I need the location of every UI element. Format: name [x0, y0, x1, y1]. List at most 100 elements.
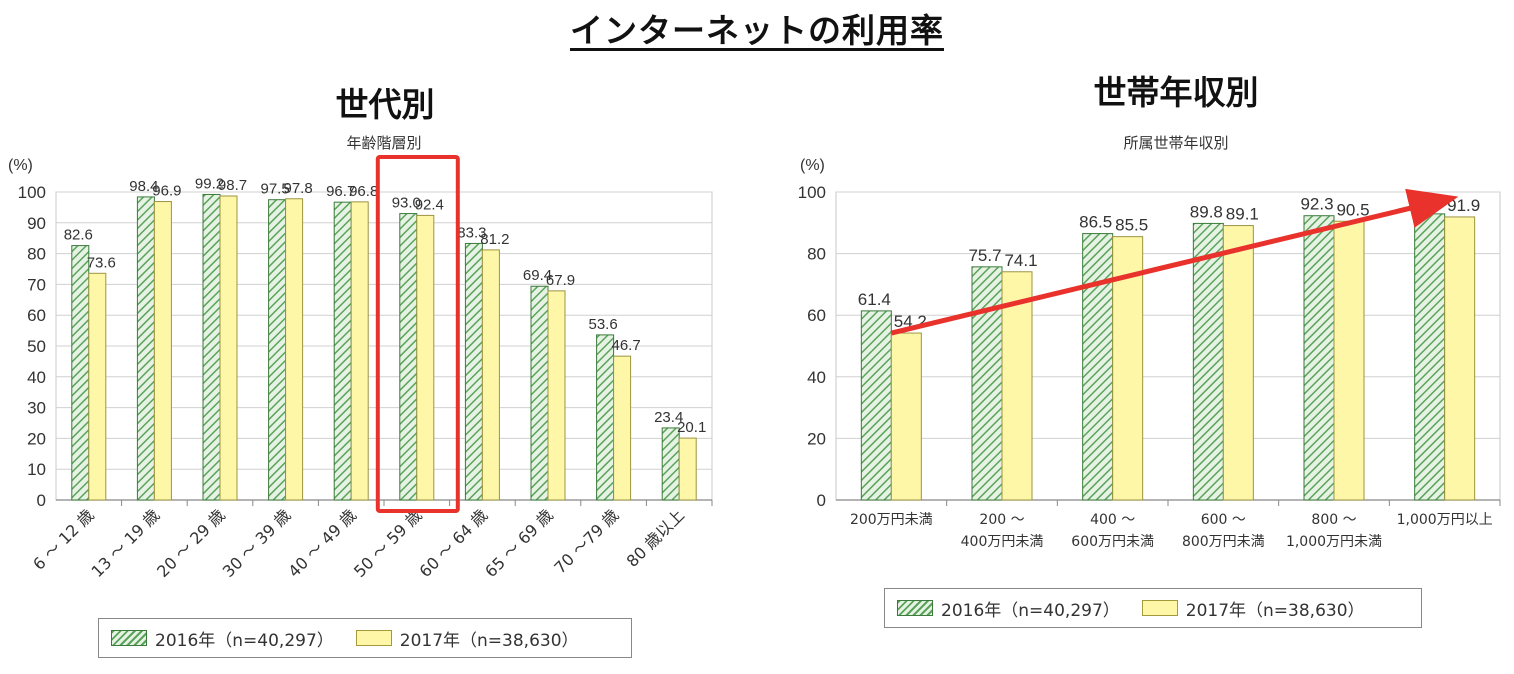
legend-swatch-2017 — [1141, 600, 1178, 616]
data-label: 20.1 — [677, 419, 706, 436]
plot-area — [835, 191, 1501, 501]
y-tick-label: 20 — [27, 429, 46, 448]
data-label: 91.9 — [1447, 196, 1480, 215]
bar-2017 — [285, 198, 304, 501]
y-tick-label: 100 — [18, 183, 46, 202]
category-label: 65 ～ 69 歳 — [481, 505, 557, 581]
y-tick-label: 10 — [27, 460, 46, 479]
legend-label-2017: 2017年（n=38,630） — [399, 630, 579, 651]
y-axis-label: (%) — [8, 157, 33, 174]
left-chart-title: 年齢階層別 — [346, 134, 422, 152]
bar-2017 — [153, 201, 172, 501]
bar-2017 — [1001, 271, 1033, 501]
bar-2017 — [1444, 216, 1476, 501]
left-chart: 0 10 20 30 40 50 60 70 80 90 100 (%) 82.6 73.6 6 ～ 12 … — [8, 155, 713, 581]
y-tick-label: 70 — [27, 275, 46, 294]
bar-2016 — [71, 245, 90, 501]
y-tick-label: 100 — [798, 183, 826, 202]
bar-2016 — [1192, 222, 1224, 501]
right-chart-title: 所属世帯年収別 — [1123, 134, 1229, 152]
legend-item-2017: 2017年（n=38,630） — [1141, 596, 1365, 621]
category-label: 6 ～ 12 歳 — [29, 505, 97, 573]
y-tick-label: 50 — [27, 337, 46, 356]
data-label: 92.4 — [415, 196, 444, 213]
y-tick-label: 0 — [37, 491, 46, 510]
left-section-title: 世代別 — [335, 85, 435, 124]
bar-2017 — [416, 214, 435, 501]
data-label: 23.4 — [654, 409, 683, 426]
y-tick-label: 60 — [807, 306, 826, 325]
legend-label-2016: 2016年（n=40,297） — [155, 630, 334, 651]
legend-item-2016: 2016年（n=40,297） — [897, 596, 1120, 621]
legend-swatch-2017 — [355, 630, 392, 646]
data-label: 89.8 — [1190, 202, 1223, 221]
y-tick-label: 40 — [27, 368, 46, 387]
data-label: 74.1 — [1004, 251, 1037, 270]
bar-2016 — [661, 427, 680, 501]
data-label: 46.7 — [611, 337, 640, 354]
data-label: 96.8 — [349, 183, 378, 200]
page-title: インターネットの利用率 — [0, 4, 1514, 52]
category-label: 80 歳以上 — [623, 505, 688, 570]
category-label: 40 ～ 49 歳 — [284, 505, 360, 581]
data-label: 96.9 — [152, 183, 181, 200]
bar-2017 — [890, 332, 922, 501]
data-label: 92.3 — [1300, 195, 1333, 214]
bar-2017 — [678, 437, 697, 501]
y-tick-label: 90 — [27, 214, 46, 233]
data-label: 93.0 — [392, 195, 421, 212]
data-label: 85.5 — [1115, 216, 1148, 235]
y-axis-label: (%) — [800, 157, 825, 174]
data-label: 97.8 — [283, 180, 312, 197]
bar-2016 — [596, 334, 615, 501]
right-legend: 2016年（n=40,297） 2017年（n=38,630） — [884, 588, 1422, 628]
page-title-text: インターネットの利用率 — [570, 11, 944, 50]
category-label: 70 ～79 歳 — [550, 505, 622, 577]
category-label: 600万円未満 — [1071, 534, 1154, 550]
bar-2016 — [1414, 213, 1446, 501]
data-label: 75.7 — [968, 246, 1001, 265]
category-label: 30 ～ 39 歳 — [219, 505, 295, 581]
data-label: 99.2 — [195, 175, 224, 192]
bar-2016 — [202, 193, 221, 501]
bar-2017 — [613, 355, 632, 501]
bar-2016 — [136, 196, 155, 501]
left-legend: 2016年（n=40,297） 2017年（n=38,630） — [98, 618, 632, 658]
category-label: 600 ～ — [1201, 512, 1246, 528]
category-label: 13 ～ 19 歳 — [88, 505, 164, 581]
legend-label-2016: 2016年（n=40,297） — [941, 600, 1120, 621]
category-label: 60 ～ 64 歳 — [416, 505, 492, 581]
category-label: 1,000万円未満 — [1286, 534, 1382, 550]
data-label: 81.2 — [480, 231, 509, 248]
y-tick-label: 80 — [807, 245, 826, 264]
bar-2016 — [860, 310, 892, 501]
category-label: 400万円未満 — [961, 534, 1044, 550]
data-label: 96.7 — [326, 183, 355, 200]
y-tick-label: 0 — [817, 491, 826, 510]
data-label: 98.4 — [129, 178, 158, 195]
trend-arrow — [890, 188, 1459, 336]
data-label: 90.5 — [1336, 200, 1369, 219]
data-label: 82.6 — [64, 227, 93, 244]
data-label: 89.1 — [1226, 205, 1259, 224]
category-label: 200 ～ — [979, 512, 1024, 528]
data-label: 83.3 — [457, 224, 486, 241]
bar-2017 — [547, 290, 566, 501]
bar-2016 — [530, 285, 549, 501]
bar-2016 — [1082, 233, 1114, 501]
bar-2016 — [971, 266, 1003, 501]
data-label: 98.7 — [218, 177, 247, 194]
bar-2017 — [219, 195, 238, 501]
y-tick-label: 60 — [27, 306, 46, 325]
data-label: 69.4 — [523, 267, 552, 284]
bar-2016 — [399, 213, 418, 501]
data-label: 67.9 — [546, 272, 575, 289]
category-label: 20 ～ 29 歳 — [153, 505, 229, 581]
data-label: 97.5 — [260, 181, 289, 198]
data-label: 73.6 — [87, 254, 116, 271]
bar-2016 — [333, 201, 352, 501]
y-tick-label: 80 — [27, 245, 46, 264]
bar-2017 — [481, 249, 500, 501]
data-label: 86.5 — [1079, 213, 1112, 232]
